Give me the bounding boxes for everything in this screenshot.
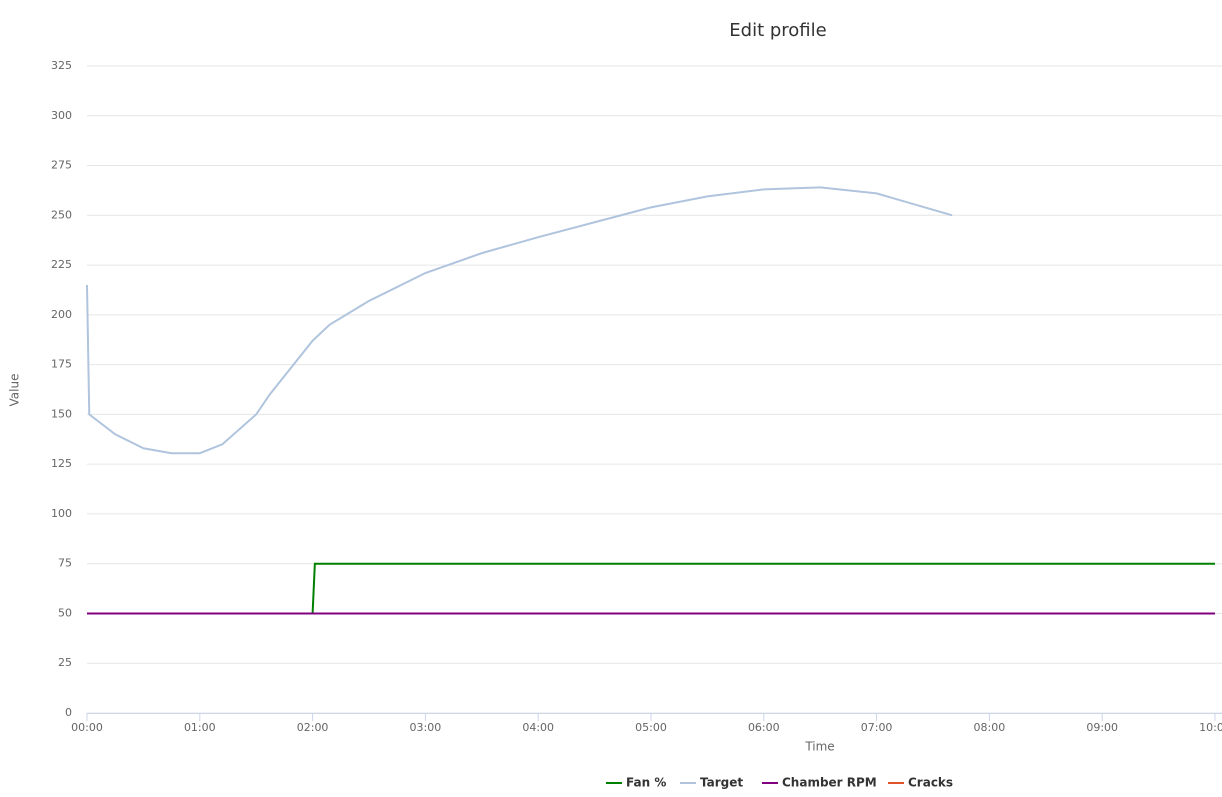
x-tick-label: 03:00 (410, 721, 442, 734)
y-tick-label: 275 (51, 159, 72, 172)
y-tick-label: 125 (51, 457, 72, 470)
y-tick-label: 0 (65, 706, 72, 719)
y-tick-label: 250 (51, 208, 72, 221)
x-tick-label: 07:00 (861, 721, 893, 734)
x-tick-label: 05:00 (635, 721, 667, 734)
y-tick-label: 325 (51, 59, 72, 72)
y-tick-label: 300 (51, 109, 72, 122)
legend-label: Fan % (626, 776, 666, 790)
x-tick-label: 02:00 (297, 721, 329, 734)
y-tick-label: 75 (58, 557, 72, 570)
x-tick-label: 06:00 (748, 721, 780, 734)
chart-title: Edit profile (729, 20, 826, 41)
legend-label: Cracks (908, 776, 953, 790)
x-tick-label: 08:00 (974, 721, 1006, 734)
x-tick-label: 09:00 (1086, 721, 1118, 734)
y-axis-title: Value (8, 374, 22, 407)
y-tick-label: 25 (58, 656, 72, 669)
y-tick-label: 100 (51, 507, 72, 520)
y-tick-label: 150 (51, 407, 72, 420)
x-axis-title: Time (804, 740, 834, 754)
y-tick-label: 50 (58, 606, 72, 619)
y-tick-label: 225 (51, 258, 72, 271)
y-tick-label: 175 (51, 358, 72, 371)
x-tick-label: 01:00 (184, 721, 216, 734)
series-line (87, 562, 1215, 615)
x-tick-label: 00:00 (71, 721, 103, 734)
x-tick-label: 04:00 (522, 721, 554, 734)
x-tick-label: 10:00 (1199, 721, 1222, 734)
y-tick-label: 200 (51, 308, 72, 321)
legend-label: Chamber RPM (782, 776, 877, 790)
legend-label: Target (700, 776, 743, 790)
series-line (86, 186, 953, 455)
